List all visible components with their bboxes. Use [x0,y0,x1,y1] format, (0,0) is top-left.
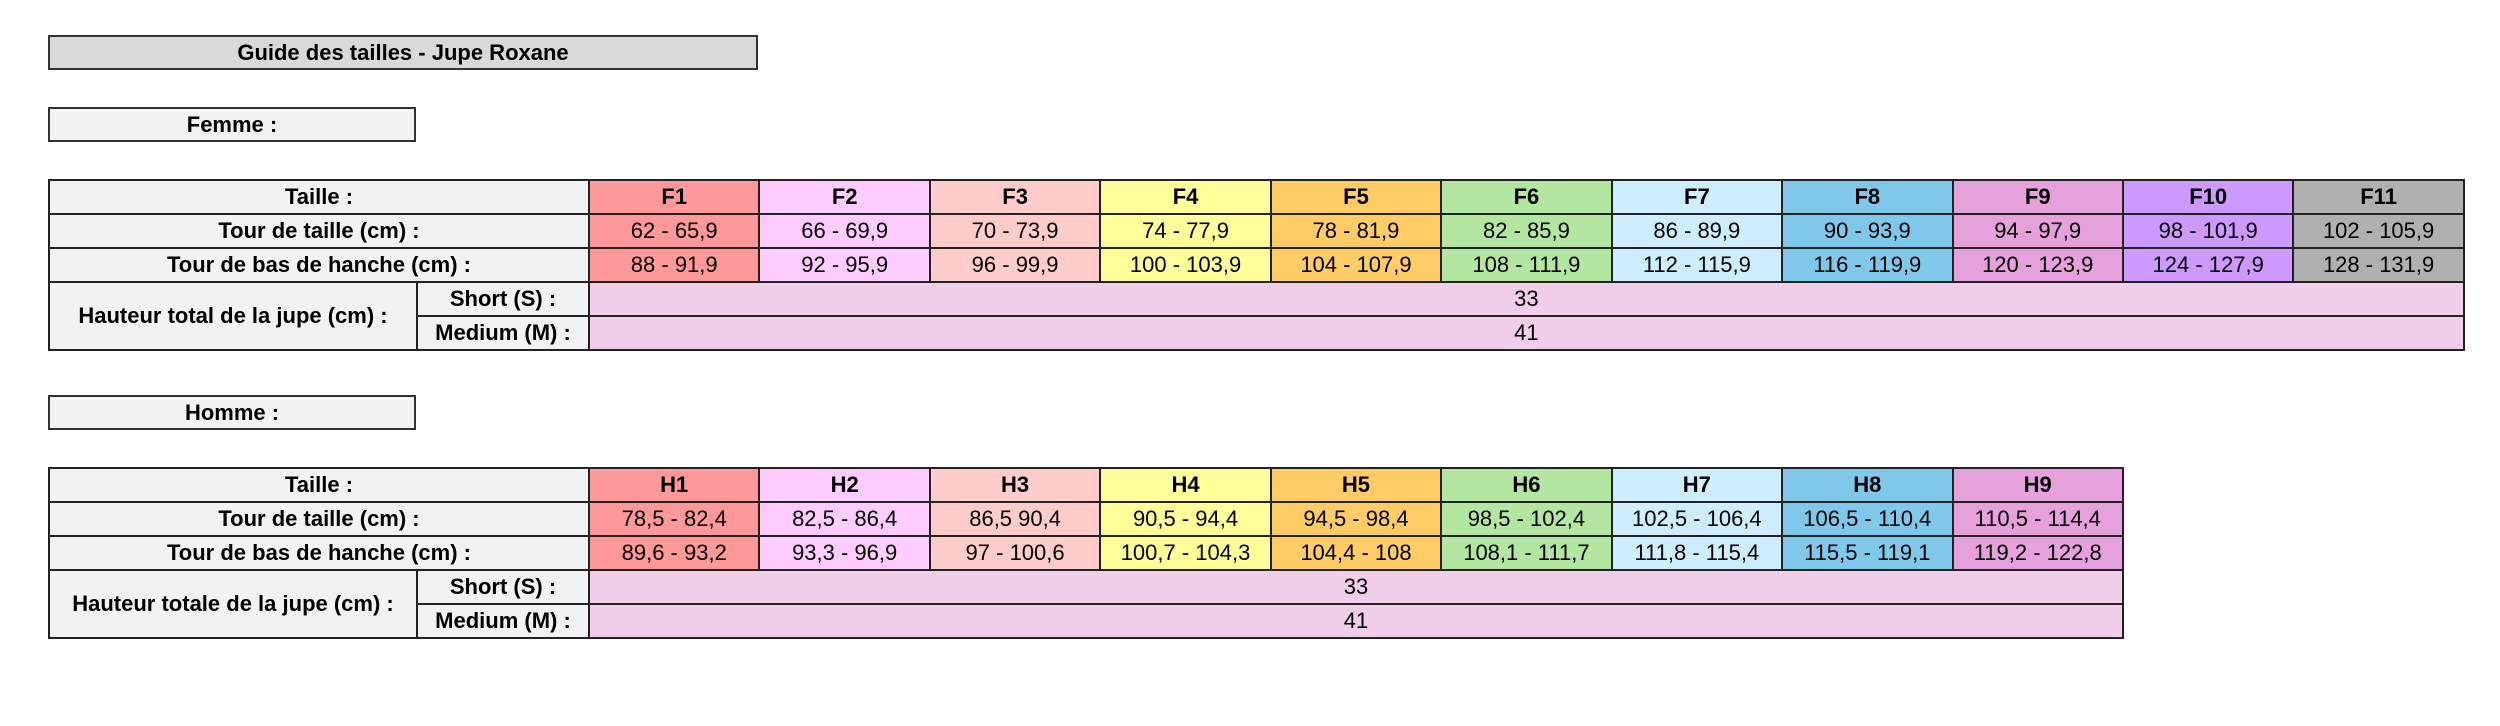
height-row: Hauteur totale de la jupe (cm) : Short (S… [48,569,2124,639]
sub-label: Short (S) : [416,569,590,605]
size-cell: H5 [1269,467,1443,503]
measure-cell: 102,5 - 106,4 [1610,501,1784,537]
measure-cell: 115,5 - 119,1 [1781,535,1954,571]
sub-label: Medium (M) : [416,315,590,351]
measure-cell: 100 - 103,9 [1099,247,1272,283]
size-row: Taille : H1 H2 H3 H4 H5 H6 H7 H8 H9 [48,467,2124,503]
measure-cell: 100,7 - 104,3 [1099,535,1272,571]
size-cell: F5 [1269,179,1443,215]
measure-row: Tour de taille (cm) :62 - 65,9 66 - 69,9 7… [48,213,2465,249]
measure-cell: 98,5 - 102,4 [1440,501,1613,537]
measure-cell: 120 - 123,9 [1951,247,2124,283]
measure-cell: 111,8 - 115,4 [1610,535,1784,571]
row-label: Tour de taille (cm) : [48,501,590,537]
size-cell: F1 [587,179,761,215]
row-label: Tour de bas de hanche (cm) : [48,535,590,571]
measure-cell: 89,6 - 93,2 [587,535,761,571]
measure-cell: 119,2 - 122,8 [1951,535,2124,571]
sub-label: Short (S) : [416,281,590,317]
measure-cell: 97 - 100,6 [928,535,1102,571]
measure-cell: 108,1 - 111,7 [1440,535,1613,571]
measure-cell: 82 - 85,9 [1440,213,1613,249]
measure-cell: 108 - 111,9 [1440,247,1613,283]
measure-cell: 78 - 81,9 [1269,213,1443,249]
size-cell: F10 [2121,179,2295,215]
measure-cell: 116 - 119,9 [1781,247,1954,283]
measure-cell: 74 - 77,9 [1099,213,1272,249]
measure-cell: 110,5 - 114,4 [1951,501,2124,537]
row-label: Taille : [48,467,590,503]
size-cell: F11 [2292,179,2465,215]
size-cell: H2 [758,467,931,503]
size-cell: H1 [587,467,761,503]
measure-cell: 96 - 99,9 [928,247,1102,283]
size-table: Taille : H1 H2 H3 H4 H5 H6 H7 H8 H9 Tour de taille… [48,467,2124,639]
size-cell: H6 [1440,467,1613,503]
measure-cell: 98 - 101,9 [2121,213,2295,249]
height-row: Medium (M) :41 [49,603,2124,639]
measure-cell: 128 - 131,9 [2292,247,2465,283]
row-label: Tour de taille (cm) : [48,213,590,249]
sub-label: Medium (M) : [416,603,590,639]
size-cell: H4 [1099,467,1272,503]
measure-cell: 93,3 - 96,9 [758,535,931,571]
measure-cell: 90,5 - 94,4 [1099,501,1272,537]
size-cell: F3 [928,179,1102,215]
size-cell: H3 [928,467,1102,503]
measure-cell: 86,5 90,4 [928,501,1102,537]
height-cell: 41 [588,603,2124,639]
row-label: Hauteur totale de la jupe (cm) : [48,569,418,639]
measure-cell: 124 - 127,9 [2121,247,2295,283]
height-cell: 41 [588,315,2465,351]
measure-cell: 92 - 95,9 [758,247,931,283]
size-cell: F8 [1781,179,1954,215]
measure-cell: 66 - 69,9 [758,213,931,249]
measure-cell: 82,5 - 86,4 [758,501,931,537]
table-body: Taille : H1 H2 H3 H4 H5 H6 H7 H8 H9 Tour de taille… [48,467,2124,639]
measure-cell: 104,4 - 108 [1269,535,1443,571]
title: Guide des tailles - Jupe Roxane [48,35,758,70]
row-label: Hauteur total de la jupe (cm) : [48,281,418,351]
measure-cell: 102 - 105,9 [2292,213,2465,249]
measure-cell: 106,5 - 110,4 [1781,501,1954,537]
measure-cell: 88 - 91,9 [587,247,761,283]
row-label: Tour de bas de hanche (cm) : [48,247,590,283]
size-cell: H9 [1951,467,2124,503]
size-cell: F7 [1610,179,1784,215]
size-cell: H8 [1781,467,1954,503]
size-table: Taille : F1 F2 F3 F4 F5 F6 F7 F8 F9 F10 F11 Tour de … [48,179,2465,351]
size-cell: F9 [1951,179,2124,215]
size-cell: F4 [1099,179,1272,215]
size-cell: F6 [1440,179,1613,215]
measure-cell: 78,5 - 82,4 [587,501,761,537]
measure-cell: 90 - 93,9 [1781,213,1954,249]
measure-row: Tour de bas de hanche (cm) :89,6 - 93,2 9… [48,535,2124,571]
size-cell: H7 [1610,467,1784,503]
measure-cell: 104 - 107,9 [1269,247,1443,283]
measure-cell: 112 - 115,9 [1610,247,1784,283]
height-row: Medium (M) :41 [49,315,2465,351]
measure-row: Tour de bas de hanche (cm) :88 - 91,9 92 … [48,247,2465,283]
measure-cell: 86 - 89,9 [1610,213,1784,249]
size-cell: F2 [758,179,931,215]
measure-cell: 94 - 97,9 [1951,213,2124,249]
height-cell: 33 [588,569,2124,605]
section-heading: Homme : [48,395,416,430]
table-body: Taille : F1 F2 F3 F4 F5 F6 F7 F8 F9 F10 F11 Tour de … [48,179,2465,351]
section-heading: Femme : [48,107,416,142]
measure-cell: 70 - 73,9 [928,213,1102,249]
measure-cell: 62 - 65,9 [587,213,761,249]
height-row: Hauteur total de la jupe (cm) : Short (S)… [48,281,2465,351]
measure-cell: 94,5 - 98,4 [1269,501,1443,537]
measure-row: Tour de taille (cm) :78,5 - 82,4 82,5 - 8… [48,501,2124,537]
size-row: Taille : F1 F2 F3 F4 F5 F6 F7 F8 F9 F10 F11 [48,179,2465,215]
height-cell: 33 [588,281,2465,317]
row-label: Taille : [48,179,590,215]
